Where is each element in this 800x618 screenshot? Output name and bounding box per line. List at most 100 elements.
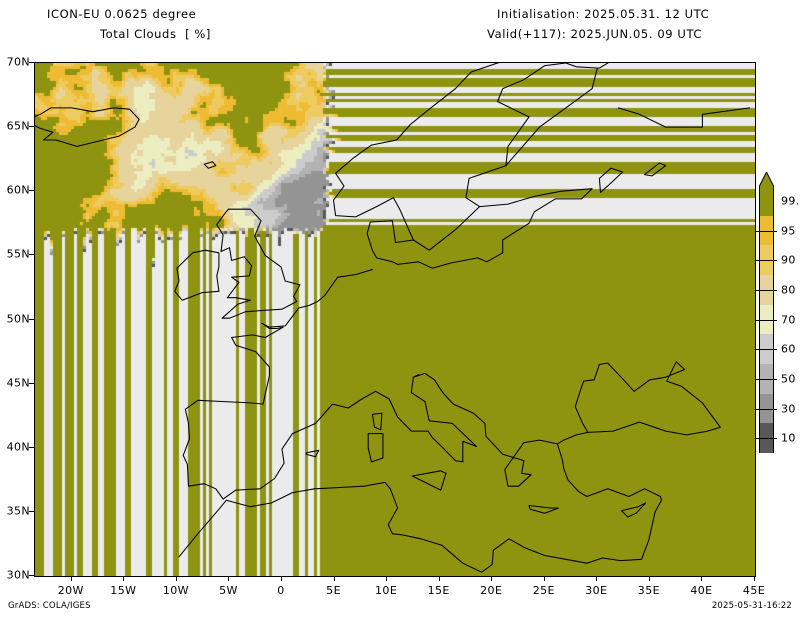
- latitude-tick-mark: [29, 62, 34, 63]
- longitude-tick-label: 45E: [742, 584, 766, 597]
- colorbar-top-cap: [758, 170, 775, 188]
- longitude-axis: 20W 15W 10W 5W 0 5E 10E 15E 20E 25E 30E 35E 40E 45E: [34, 576, 765, 598]
- coastline-path: [306, 450, 319, 456]
- coastline-path: [175, 250, 219, 300]
- longitude-tick-mark: [71, 576, 72, 581]
- longitude-tick-mark: [439, 576, 440, 581]
- cloud-cover-field: [35, 63, 755, 576]
- longitude-tick-mark: [596, 576, 597, 581]
- longitude-tick-mark: [701, 576, 702, 581]
- longitude-tick-label: 5W: [219, 584, 238, 597]
- longitude-tick-mark: [544, 576, 545, 581]
- coastline-path: [618, 108, 749, 127]
- colorbar-label: 90: [781, 253, 796, 267]
- map-plot-area: [34, 62, 756, 577]
- longitude-tick-label: 35E: [637, 584, 660, 597]
- colorbar-tick: [756, 320, 777, 321]
- coastline-path: [622, 503, 646, 517]
- latitude-tick-label: 60N: [6, 183, 30, 197]
- longitude-tick-mark: [491, 576, 492, 581]
- colorbar-tick: [756, 379, 777, 380]
- longitude-tick-label: 20W: [57, 584, 84, 597]
- longitude-tick-label: 25E: [532, 584, 555, 597]
- latitude-tick-label: 70N: [6, 55, 30, 69]
- longitude-tick-mark: [281, 576, 282, 581]
- colorbar-band: [759, 275, 774, 305]
- latitude-tick-label: 35N: [6, 504, 30, 518]
- longitude-tick-label: 10W: [162, 584, 189, 597]
- longitude-tick-label: 10E: [375, 584, 398, 597]
- colorbar-label: 50: [781, 372, 796, 386]
- coastline-path: [412, 471, 446, 490]
- colorbar-label: 30: [781, 402, 796, 415]
- colorbar-band: [759, 186, 774, 216]
- longitude-tick-mark: [123, 576, 124, 581]
- colorbar-label: 80: [781, 283, 796, 297]
- latitude-tick-mark: [29, 254, 34, 255]
- longitude-tick-mark: [754, 576, 755, 581]
- longitude-tick-mark: [386, 576, 387, 581]
- longitude-tick-label: 30E: [585, 584, 608, 597]
- latitude-tick-label: 45N: [6, 376, 30, 390]
- coastline-path: [575, 362, 720, 433]
- latitude-tick-mark: [29, 511, 34, 512]
- latitude-tick-label: 40N: [6, 440, 30, 454]
- colorbar-tick: [756, 290, 777, 291]
- colorbar-label: 60: [781, 342, 796, 356]
- colorbar-label: 10: [781, 431, 796, 445]
- colorbar-tick: [756, 409, 777, 410]
- grads-credit: GrADS: COLA/IGES: [8, 601, 91, 611]
- coastline-path: [506, 68, 597, 166]
- longitude-tick-label: 20E: [480, 584, 503, 597]
- coastline-path: [587, 489, 662, 512]
- colorbar-label: 99.5: [781, 194, 800, 208]
- longitude-tick-label: 0: [277, 584, 285, 597]
- colorbar: [756, 186, 777, 453]
- field-title: Total Clouds [ %]: [100, 27, 212, 41]
- longitude-tick-mark: [334, 576, 335, 581]
- coastline-path: [217, 209, 300, 318]
- colorbar-tick: [756, 349, 777, 350]
- latitude-tick-label: 65N: [6, 119, 30, 133]
- latitude-tick-label: 50N: [6, 312, 30, 325]
- model-title: ICON-EU 0.0625 degree: [47, 7, 197, 21]
- coastline-path: [372, 413, 382, 430]
- latitude-tick-mark: [29, 575, 34, 576]
- colorbar-band: [759, 393, 774, 424]
- coastline-overlay: [35, 63, 755, 576]
- colorbar-band: [759, 304, 774, 335]
- coastline-path: [334, 63, 608, 250]
- colorbar-tick: [756, 260, 777, 261]
- coastline-path: [529, 506, 558, 514]
- coastline-path: [368, 434, 383, 462]
- coastline-path: [557, 444, 586, 497]
- render-timestamp: 2025-05-31-16:22: [711, 601, 792, 611]
- latitude-tick-mark: [29, 447, 34, 448]
- longitude-tick-label: 40E: [690, 584, 713, 597]
- longitude-tick-mark: [228, 576, 229, 581]
- colorbar-band: [759, 364, 774, 394]
- latitude-tick-mark: [29, 126, 34, 127]
- coastline-path: [179, 482, 655, 572]
- latitude-tick-mark: [29, 383, 34, 384]
- coastline-path: [645, 163, 666, 176]
- longitude-tick-mark: [649, 576, 650, 581]
- colorbar-band: [759, 215, 774, 246]
- valid-time: Valid(+117): 2025.JUN.05. 09 UTC: [487, 27, 703, 41]
- longitude-tick-label: 15E: [427, 584, 450, 597]
- latitude-axis: 70N 65N 60N 55N 50N 45N 40N 35N 30N: [0, 56, 34, 582]
- coastline-path: [204, 162, 216, 168]
- latitude-tick-label: 55N: [6, 247, 30, 261]
- colorbar-label: 95: [781, 224, 796, 237]
- longitude-tick-label: 5E: [326, 584, 341, 597]
- coastline-path: [413, 375, 418, 378]
- latitude-tick-label: 30N: [6, 568, 30, 582]
- longitude-tick-mark: [176, 576, 177, 581]
- coastline-path: [599, 168, 622, 192]
- coastline-path: [367, 189, 592, 269]
- colorbar-tick: [756, 438, 777, 439]
- initialisation-time: Initialisation: 2025.05.31. 12 UTC: [497, 7, 710, 21]
- longitude-tick-label: 15W: [110, 584, 137, 597]
- coastline-path: [35, 108, 139, 146]
